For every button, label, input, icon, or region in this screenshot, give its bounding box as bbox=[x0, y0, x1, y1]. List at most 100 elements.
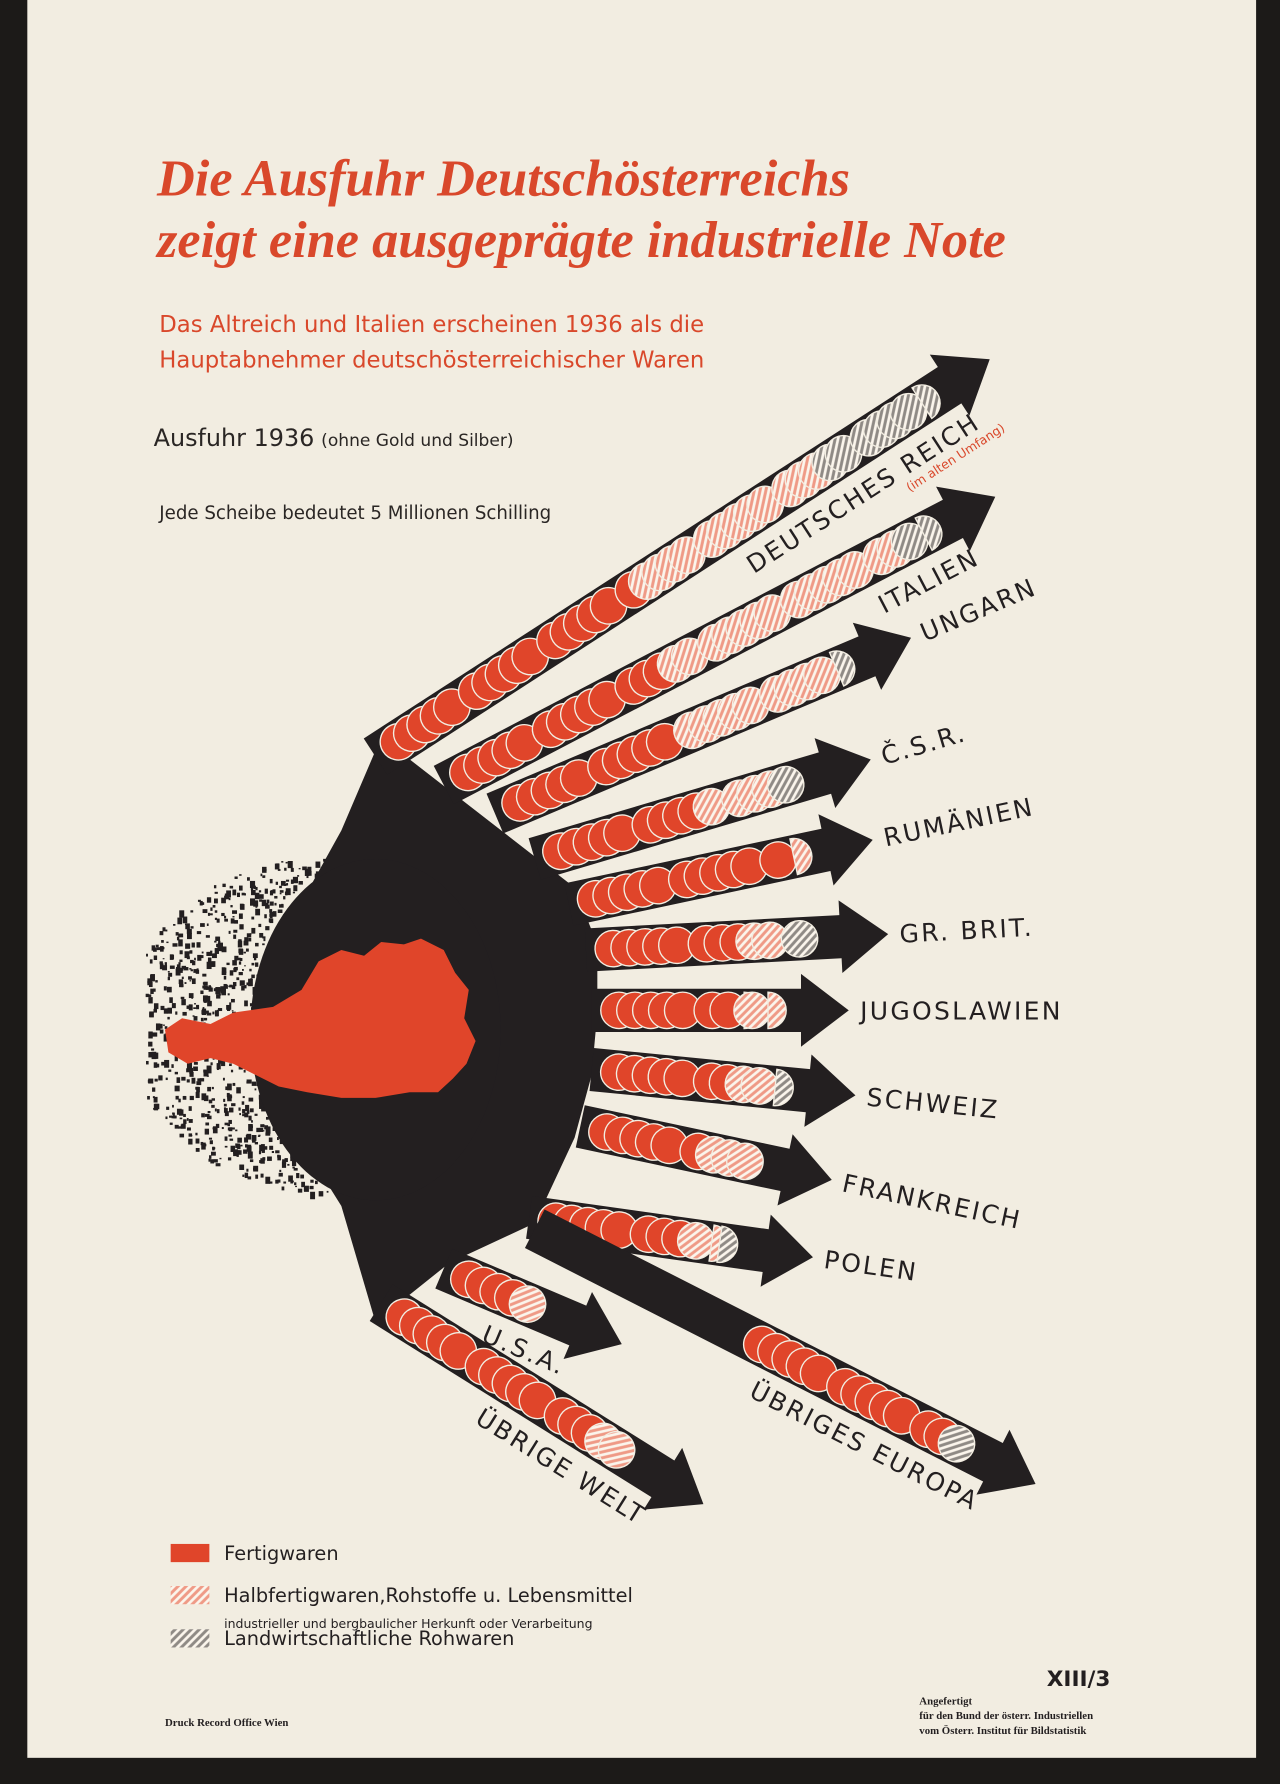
speckle bbox=[251, 1120, 253, 1123]
speckle bbox=[232, 910, 238, 914]
speckle bbox=[258, 1150, 262, 1155]
speckle bbox=[205, 986, 211, 990]
speckle bbox=[161, 940, 164, 943]
speckle bbox=[153, 1103, 159, 1111]
speckle bbox=[180, 996, 185, 1000]
speckle bbox=[291, 1160, 297, 1167]
speckle bbox=[190, 959, 194, 964]
speckle bbox=[208, 1137, 213, 1140]
speckle bbox=[201, 1093, 207, 1101]
speckle bbox=[177, 917, 183, 925]
speckle bbox=[149, 1012, 154, 1017]
speckle bbox=[219, 1157, 222, 1160]
speckle bbox=[211, 1098, 215, 1101]
speckle bbox=[200, 923, 205, 927]
speckle bbox=[264, 1146, 268, 1150]
speckle bbox=[207, 1110, 211, 1114]
speckle bbox=[221, 912, 225, 917]
speckle bbox=[279, 1169, 282, 1172]
speckle bbox=[292, 1166, 295, 1169]
speckle bbox=[214, 910, 218, 913]
speckle bbox=[199, 900, 203, 906]
disc-group bbox=[576, 841, 798, 918]
speckle bbox=[255, 942, 259, 947]
speckle bbox=[300, 1174, 305, 1179]
speckle bbox=[244, 985, 247, 989]
speckle bbox=[246, 1133, 252, 1140]
speckle bbox=[216, 1063, 221, 1070]
speckle bbox=[152, 947, 157, 950]
speckle bbox=[281, 1186, 285, 1191]
speckle bbox=[186, 1062, 193, 1071]
speckle bbox=[260, 1158, 265, 1164]
speckle bbox=[210, 950, 213, 953]
speckle bbox=[174, 1124, 179, 1129]
speckle bbox=[161, 1061, 166, 1066]
speckle bbox=[253, 1165, 259, 1172]
speckle bbox=[240, 1144, 243, 1147]
speckle bbox=[276, 863, 280, 867]
speckle bbox=[302, 866, 307, 871]
disc-group bbox=[694, 1135, 764, 1181]
disc-group bbox=[542, 792, 716, 871]
speckle bbox=[216, 1068, 219, 1071]
speckle bbox=[212, 1127, 216, 1130]
speckle bbox=[263, 938, 266, 942]
speckle bbox=[169, 997, 173, 1003]
legend-label: Halbfertigwaren,Rohstoffe u. Lebensmitte… bbox=[224, 1584, 633, 1607]
speckle bbox=[224, 895, 228, 900]
speckle bbox=[152, 1032, 158, 1037]
speckle bbox=[246, 1144, 252, 1148]
speckle bbox=[243, 940, 249, 946]
disc-group bbox=[673, 656, 841, 750]
speckle bbox=[304, 868, 310, 876]
speckle bbox=[179, 950, 183, 955]
speckle bbox=[235, 1129, 238, 1132]
speckle bbox=[204, 1113, 210, 1117]
speckle bbox=[224, 1122, 229, 1126]
speckle bbox=[250, 898, 256, 906]
speckle bbox=[221, 1127, 224, 1130]
speckle bbox=[206, 1012, 212, 1016]
disc-group bbox=[379, 570, 653, 761]
speckle bbox=[210, 963, 215, 967]
speckle bbox=[295, 1185, 297, 1188]
speckle bbox=[232, 985, 235, 989]
speckle bbox=[237, 892, 240, 898]
disc-group bbox=[724, 1065, 779, 1105]
speckle bbox=[175, 1095, 179, 1100]
disc-group bbox=[733, 991, 787, 1030]
speckle bbox=[206, 897, 212, 903]
speckle bbox=[265, 926, 270, 931]
speckle bbox=[315, 861, 321, 868]
speckle bbox=[251, 1125, 253, 1129]
speckle bbox=[202, 973, 207, 977]
speckle bbox=[254, 892, 260, 900]
speckle bbox=[326, 1190, 329, 1193]
disc bbox=[889, 392, 928, 431]
speckle bbox=[196, 1086, 200, 1093]
speckle bbox=[249, 1003, 253, 1007]
speckle bbox=[155, 1023, 161, 1031]
speckle bbox=[254, 1113, 258, 1116]
speckle bbox=[221, 967, 226, 972]
speckle bbox=[264, 888, 268, 894]
speckle bbox=[310, 1179, 314, 1183]
speckle bbox=[189, 968, 192, 970]
subtitle: Das Altreich und Italien erscheinen 1936… bbox=[159, 312, 704, 338]
speckle bbox=[171, 1064, 174, 1068]
speckle bbox=[193, 1061, 198, 1065]
speckle bbox=[265, 1116, 269, 1120]
speckle bbox=[269, 1145, 274, 1150]
speckle bbox=[165, 1077, 168, 1081]
speckle bbox=[203, 1095, 209, 1102]
speckle bbox=[229, 970, 234, 976]
speckle bbox=[211, 1086, 214, 1090]
speckle bbox=[246, 1168, 249, 1172]
speckle bbox=[214, 940, 217, 943]
speckle bbox=[188, 993, 194, 999]
speckle bbox=[186, 1118, 189, 1121]
speckle bbox=[272, 889, 276, 894]
speckle bbox=[213, 988, 216, 992]
speckle bbox=[148, 1041, 153, 1047]
